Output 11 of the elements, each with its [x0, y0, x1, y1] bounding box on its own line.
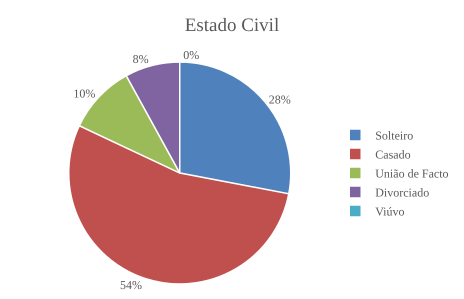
- data-label: 10%: [73, 86, 96, 101]
- legend-label: Solteiro: [375, 128, 414, 143]
- data-label: 8%: [132, 52, 149, 66]
- legend-label: União de Facto: [375, 166, 449, 181]
- data-label: 54%: [120, 278, 142, 292]
- legend-label: Viúvo: [375, 204, 405, 219]
- chart-title: Estado Civil: [184, 15, 280, 36]
- text: 0%: [183, 48, 200, 62]
- legend-label: Casado: [375, 148, 411, 162]
- legend-label: Divorciado: [375, 186, 430, 200]
- data-label: 28%: [268, 92, 291, 106]
